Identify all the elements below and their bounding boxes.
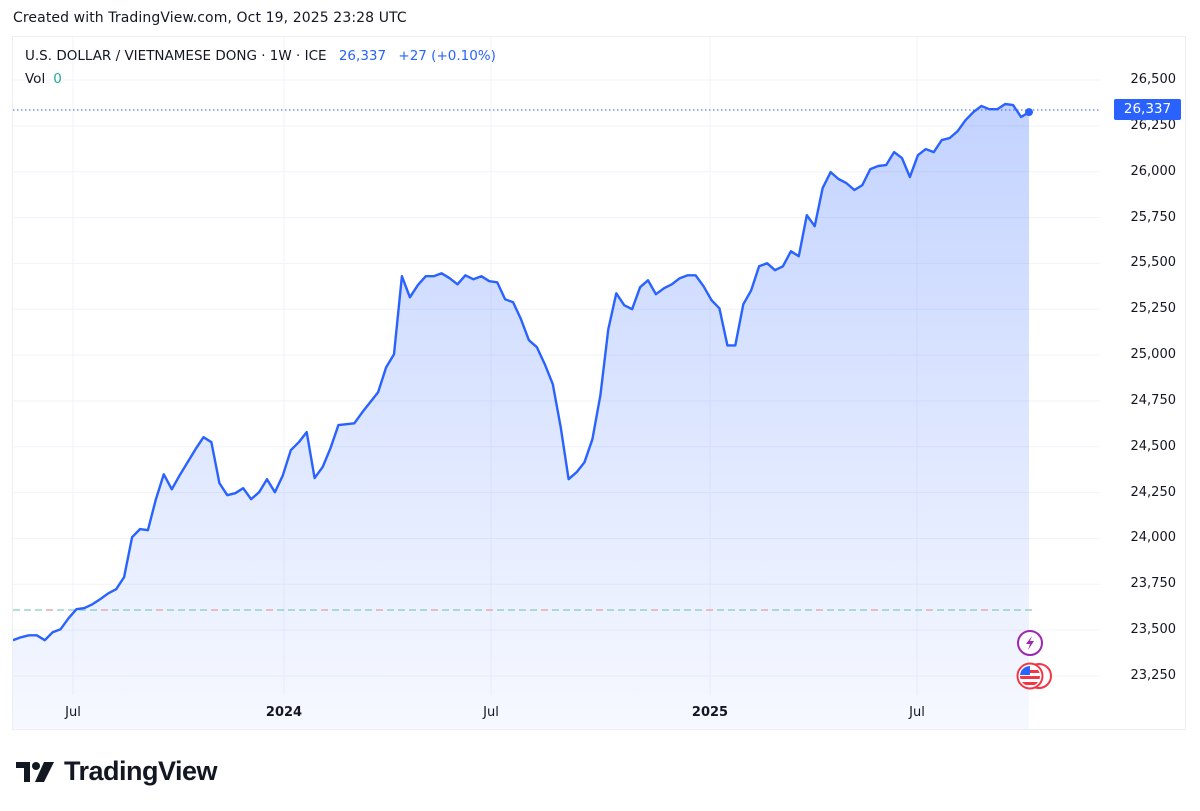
price-tick-label: 23,500 [1130,622,1177,638]
us-flag-event-icon[interactable] [1014,661,1056,691]
price-tick-label: 24,500 [1130,438,1177,454]
price-tick-label: 23,750 [1130,576,1177,592]
price-change: +27 (+0.10%) [398,48,496,64]
tradingview-logo[interactable]: TradingView [16,756,218,787]
time-tick-label: Jul [65,705,81,720]
time-tick-label: 2024 [265,705,303,720]
created-with-caption: Created with TradingView.com, Oct 19, 20… [13,10,407,26]
last-price: 26,337 [338,48,387,64]
symbol-legend: U.S. DOLLAR / VIETNAMESE DONG · 1W · ICE… [25,48,496,64]
price-tick-label: 25,250 [1130,301,1177,317]
time-tick-label: 2025 [691,705,729,720]
price-area-fill [13,104,1029,729]
volume-label: Vol [25,71,46,87]
symbol-title: U.S. DOLLAR / VIETNAMESE DONG · 1W · ICE [25,48,327,64]
lightning-event-icon[interactable] [1016,629,1044,657]
chart-frame [12,36,1186,730]
price-tick-label: 26,500 [1130,72,1177,87]
price-tick-label: 26,250 [1130,117,1177,133]
price-tick-label: 25,000 [1130,347,1177,363]
time-tick-label: Jul [483,705,499,720]
current-price-tag: 26,337 [1114,99,1181,120]
volume-value: 0 [53,71,62,87]
time-tick-label: Jul [909,705,925,720]
last-price-dot [1025,108,1033,117]
tradingview-logo-icon [16,761,54,782]
price-tick-label: 23,250 [1130,667,1177,683]
price-tick-label: 24,250 [1130,484,1177,500]
price-tick-label: 25,500 [1130,255,1177,271]
price-tick-label: 26,000 [1130,163,1177,179]
volume-legend: Vol 0 [25,71,62,87]
price-tick-label: 24,000 [1130,530,1177,546]
price-line [13,102,1030,642]
price-tick-label: 24,750 [1130,392,1177,408]
tradingview-logo-text: TradingView [64,756,218,786]
price-tick-label: 25,750 [1130,209,1177,225]
